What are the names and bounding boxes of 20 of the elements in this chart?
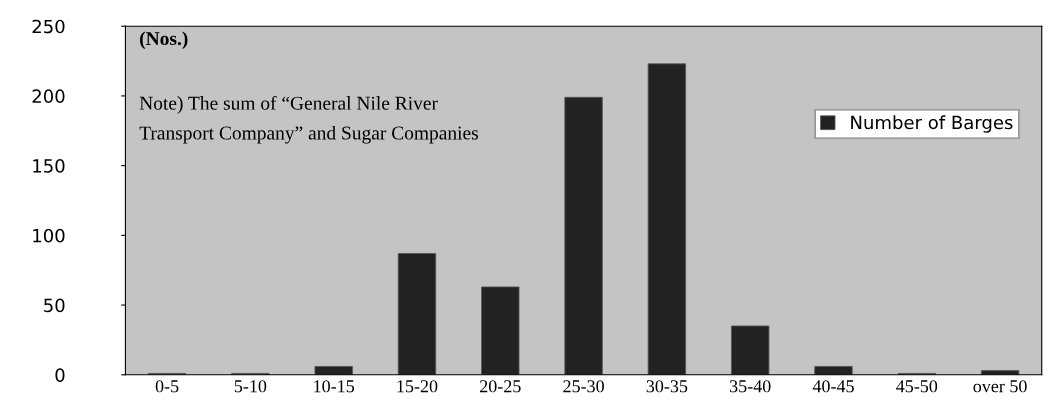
y-tick-label: 100 [33,228,65,243]
annotation: (Nos.) [140,31,188,50]
y-tick-label: 250 [32,19,65,34]
x-tick-label: 45-50 [896,380,938,393]
x-tick-label: 10-15 [314,380,355,393]
y-tick-label: 200 [32,89,65,104]
x-tick-label: 35-40 [729,380,771,393]
annotation: Note) The sum of “General Nile River Transport Company” and Sugar Companies [139,95,479,144]
y-tick-label: 150 [33,159,65,173]
x-tick-label: 40-45 [812,380,854,393]
x-tick-label: 15-20 [397,380,438,393]
y-tick-label: 0 [55,368,65,382]
x-tick-label: 20-25 [480,380,521,393]
x-tick-label: 25-30 [563,380,604,393]
x-tick-label: 0-5 [155,380,179,393]
x-tick-label: over 50 [973,380,1027,393]
legend-label: Number of Barges [851,115,1013,133]
x-tick-label: 30-35 [646,380,688,393]
y-tick-label: 50 [44,298,65,313]
x-tick-label: 5-10 [234,380,267,393]
